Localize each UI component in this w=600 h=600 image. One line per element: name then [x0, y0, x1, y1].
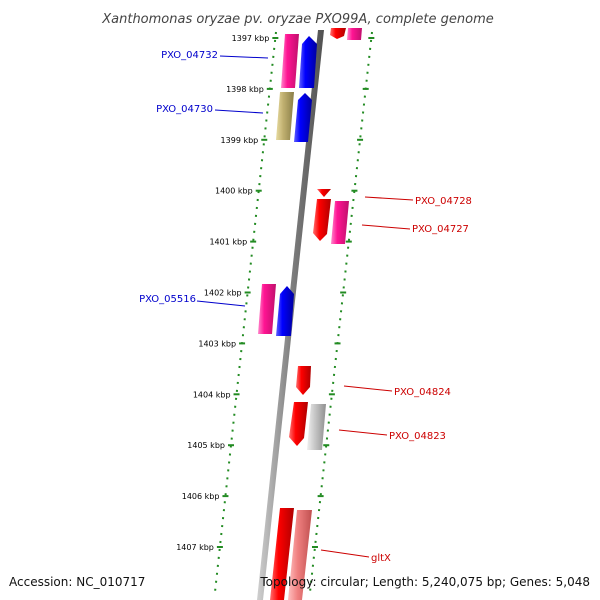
gene-feature-pink	[281, 34, 299, 88]
gene-label[interactable]: PXO_05516	[139, 294, 196, 305]
gene-label-leaders	[196, 55, 414, 558]
gene-feature-red-reverse	[313, 199, 331, 241]
gene-feature-red-reverse	[289, 402, 308, 446]
scale-tick-label: 1397 kbp	[232, 34, 270, 43]
scale-tick-label: 1400 kbp	[215, 187, 253, 196]
left-guide-line	[214, 31, 277, 593]
gene-features	[258, 28, 362, 600]
gene-feature-red-top	[330, 28, 346, 39]
scale-tick-label: 1405 kbp	[187, 441, 225, 450]
scale-tick-label: 1398 kbp	[226, 85, 264, 94]
map-title: Xanthomonas oryzae pv. oryzae PXO99A, co…	[101, 12, 494, 27]
gene-label[interactable]: PXO_04732	[161, 50, 218, 61]
gene-label[interactable]: PXO_04728	[415, 196, 472, 207]
gene-feature-blue-forward	[299, 36, 317, 88]
gene-feature-pink-top	[347, 28, 362, 40]
scale-tick-label: 1404 kbp	[193, 390, 231, 399]
topology-text: Topology: circular; Length: 5,240,075 bp…	[259, 575, 590, 589]
right-guide-line	[309, 31, 373, 593]
scale-tick-label: 1403 kbp	[198, 339, 236, 348]
gene-feature-red	[270, 508, 294, 600]
scale-tick-label: 1402 kbp	[204, 289, 242, 298]
scale-tick-label: 1401 kbp	[209, 238, 247, 247]
gene-feature-pink	[331, 201, 349, 244]
gene-feature-khaki	[276, 92, 294, 140]
gene-feature-blue-forward	[294, 93, 312, 142]
gene-label[interactable]: PXO_04727	[412, 224, 469, 235]
gene-feature-red-small	[317, 189, 331, 197]
gene-labels: PXO_04732 PXO_04730 PXO_05516 PXO_04728 …	[139, 50, 472, 564]
gene-feature-red-reverse	[296, 366, 311, 395]
accession-text: Accession: NC_010717	[9, 575, 145, 589]
scale-tick-label: 1406 kbp	[182, 492, 220, 501]
gene-label[interactable]: gltX	[371, 553, 391, 564]
gene-feature-salmon	[288, 510, 312, 600]
gene-label[interactable]: PXO_04824	[394, 387, 451, 398]
gene-label[interactable]: PXO_04730	[156, 104, 213, 115]
gene-feature-grey	[307, 404, 326, 450]
gene-label[interactable]: PXO_04823	[389, 431, 446, 442]
gene-feature-pink	[258, 284, 276, 334]
gene-feature-blue-forward	[276, 286, 294, 336]
scale-tick-label: 1407 kbp	[176, 543, 214, 552]
scale-ticks: 1397 kbp 1398 kbp 1399 kbp 1400 kbp 1401 kbp…	[176, 34, 375, 552]
scale-tick-label: 1399 kbp	[221, 136, 259, 145]
